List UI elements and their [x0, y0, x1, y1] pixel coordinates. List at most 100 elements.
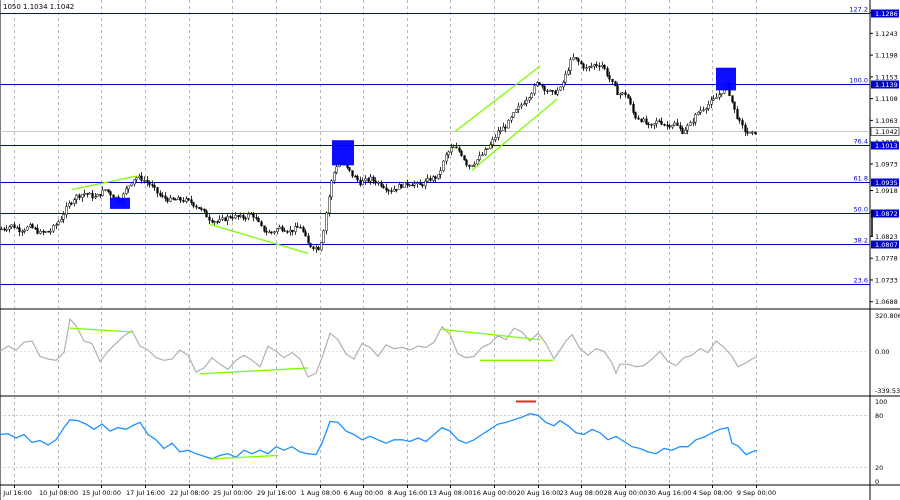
candle-body [478, 155, 481, 160]
candle-body [73, 199, 76, 204]
candle-body [200, 208, 203, 210]
candle-body [166, 198, 169, 202]
candle-body [268, 231, 271, 234]
candle-body [455, 146, 458, 149]
candle-body [31, 224, 34, 229]
candle-body [23, 229, 26, 232]
candle-body [556, 89, 559, 95]
candle-body [112, 194, 115, 198]
candle-body [546, 90, 549, 92]
candle-body [356, 176, 359, 181]
candle-body [421, 184, 424, 187]
candle-body [322, 230, 325, 244]
candle-body [673, 122, 676, 126]
candle-body [283, 230, 286, 232]
candle-body [78, 194, 81, 198]
candle-body [182, 200, 185, 202]
candle-body [278, 226, 281, 230]
candle-body [333, 172, 336, 182]
candle-body [192, 202, 195, 207]
candle-body [156, 187, 159, 194]
candle-body [484, 149, 487, 155]
candle-body [36, 228, 39, 234]
candle-body [250, 213, 253, 215]
candle-body [47, 231, 50, 233]
candle-body [348, 167, 351, 171]
fib-price-label: 1.1139 [875, 81, 898, 89]
candle-body [660, 120, 663, 125]
candle-body [686, 125, 689, 131]
candle-body [130, 183, 133, 187]
candle-body [694, 114, 697, 123]
candle-body [473, 163, 476, 166]
candle-body [619, 93, 622, 96]
fib-level-label: 76.4 [854, 138, 868, 146]
candle-body [296, 226, 299, 228]
time-tick-label: 13 Aug 08:00 [429, 489, 473, 497]
candle-body [624, 92, 627, 96]
candle-body [320, 242, 323, 251]
candle-body [177, 197, 180, 201]
candle-body [34, 227, 37, 230]
candle-body [81, 194, 84, 198]
time-tick-label: 8 Aug 16:00 [388, 489, 428, 497]
candle-body [260, 221, 263, 227]
candle-body [385, 187, 388, 191]
candle-body [190, 199, 193, 203]
candle-body [590, 65, 593, 68]
candle-body [94, 196, 97, 199]
rsi-panel: 100 80 20 0 [0, 398, 887, 486]
candle-body [569, 59, 572, 71]
fib-price-box [871, 178, 899, 187]
candle-body [671, 124, 674, 128]
fib-price-box [871, 240, 899, 249]
candle-body [276, 228, 279, 232]
candle-body [104, 189, 107, 191]
candle-body [510, 116, 513, 121]
price-panel: 1.1286 1.1243 1.1198 1.1153 1.1108 1.1063 1.10… [0, 6, 900, 306]
price-tick-label: 1.0733 [875, 276, 898, 284]
candle-body [426, 178, 429, 182]
time-tick-label: 22 Jul 08:00 [170, 489, 209, 497]
candle-body [491, 139, 494, 145]
candle-body [712, 98, 715, 101]
price-trend-line [71, 175, 138, 191]
candle-body [658, 120, 661, 123]
candle-body [572, 57, 575, 60]
candle-body [676, 122, 679, 126]
candle-body [195, 205, 198, 208]
fib-price-box [871, 80, 899, 89]
fib-price-label: 1.0935 [875, 179, 898, 187]
candle-body [99, 194, 102, 197]
candle-body [224, 217, 227, 221]
fib-level-label: 38.2 [854, 237, 868, 245]
rsi-scale-label: 20 [875, 464, 883, 472]
candle-body [720, 92, 723, 95]
candle-body [632, 103, 635, 113]
time-tick-label: 9 Sep 00:00 [737, 489, 776, 497]
candle-body [83, 193, 86, 195]
candle-body [312, 246, 315, 249]
candle-body [533, 85, 536, 94]
candle-body [328, 196, 331, 214]
fib-price-box [871, 141, 899, 150]
candle-body [265, 230, 268, 233]
candle-body [55, 224, 58, 226]
candle-body [689, 122, 692, 126]
candle-body [65, 206, 68, 215]
rsi-trend-line [211, 454, 279, 460]
candle-body [679, 125, 682, 129]
candle-body [486, 148, 489, 150]
candle-body [109, 191, 112, 196]
candle-body [403, 181, 406, 188]
candle-body [580, 61, 583, 65]
time-tick-label: 17 Jul 16:00 [126, 489, 165, 497]
candle-body [567, 70, 570, 75]
candle-body [629, 98, 632, 105]
candle-body [359, 179, 362, 186]
candle-body [681, 128, 684, 134]
candle-body [125, 188, 128, 195]
candle-body [497, 130, 500, 138]
candle-body [502, 126, 505, 131]
time-tick-label: 10 Jul 08:00 [39, 489, 78, 497]
